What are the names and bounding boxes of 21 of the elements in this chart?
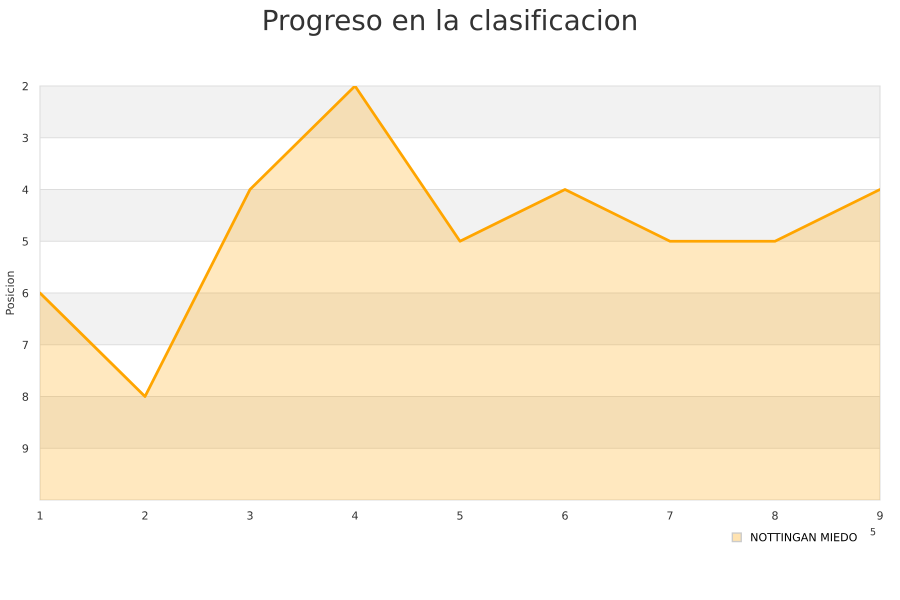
y-tick-label: 9 <box>22 444 28 453</box>
y-tick-label: 8 <box>22 392 28 401</box>
x-tick-label: 7 <box>667 511 673 520</box>
x-tick-label: 9 <box>877 511 883 520</box>
text: 5 <box>870 528 876 536</box>
y-tick-label: 5 <box>22 237 28 246</box>
y-axis-title: Posicion <box>6 271 14 314</box>
legend-label: NOTTINGAN MIEDO <box>751 532 857 542</box>
x-tick-label: 4 <box>352 511 358 520</box>
y-tick-label: 7 <box>22 340 28 349</box>
y-tick-label: 6 <box>22 288 28 298</box>
x-tick-label: 5 <box>457 511 463 520</box>
chart-title: Progreso en la clasificacion <box>264 9 636 36</box>
y-tick-label: 4 <box>22 186 28 194</box>
x-tick-label: 8 <box>772 511 778 520</box>
x-tick-label: 1 <box>38 511 43 520</box>
x-tick-label: 2 <box>142 511 148 520</box>
x-tick-label: 6 <box>562 511 568 520</box>
y-tick-label: 3 <box>22 134 28 142</box>
x-tick-label: 3 <box>247 511 253 520</box>
y-tick-label: 2 <box>22 82 28 90</box>
